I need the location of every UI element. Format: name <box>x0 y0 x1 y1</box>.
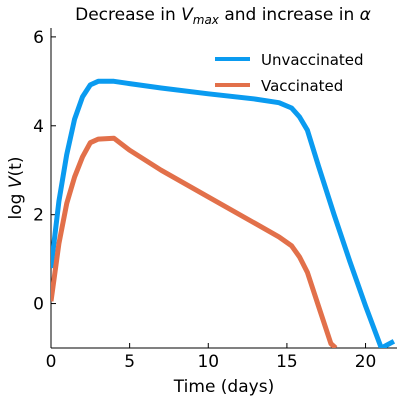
x-tick-label-5: 5 <box>124 352 135 372</box>
axis-ticks: 0 5 10 15 20 0 2 4 6 <box>33 28 376 372</box>
y-tick-label-4: 4 <box>33 117 44 137</box>
y-axis-label: log V(t) <box>6 157 26 220</box>
x-axis-label: Time (days) <box>173 377 274 397</box>
legend: Unvaccinated Vaccinated <box>215 51 364 95</box>
x-tick-label-0: 0 <box>46 352 57 372</box>
x-tick-label-10: 10 <box>197 352 219 372</box>
legend-label-vaccinated: Vaccinated <box>261 77 343 95</box>
y-tick-label-6: 6 <box>33 28 44 48</box>
series-line-vaccinated <box>51 135 338 348</box>
x-tick-label-20: 20 <box>355 352 377 372</box>
series-group <box>51 78 396 348</box>
legend-label-unvaccinated: Unvaccinated <box>261 51 364 69</box>
x-tick-label-15: 15 <box>276 352 298 372</box>
y-tick-label-2: 2 <box>33 206 44 226</box>
series-line-unvaccinated <box>51 78 396 348</box>
chart-title: Decrease in Vmax and increase in α <box>75 5 371 27</box>
y-tick-label-0: 0 <box>33 295 44 315</box>
